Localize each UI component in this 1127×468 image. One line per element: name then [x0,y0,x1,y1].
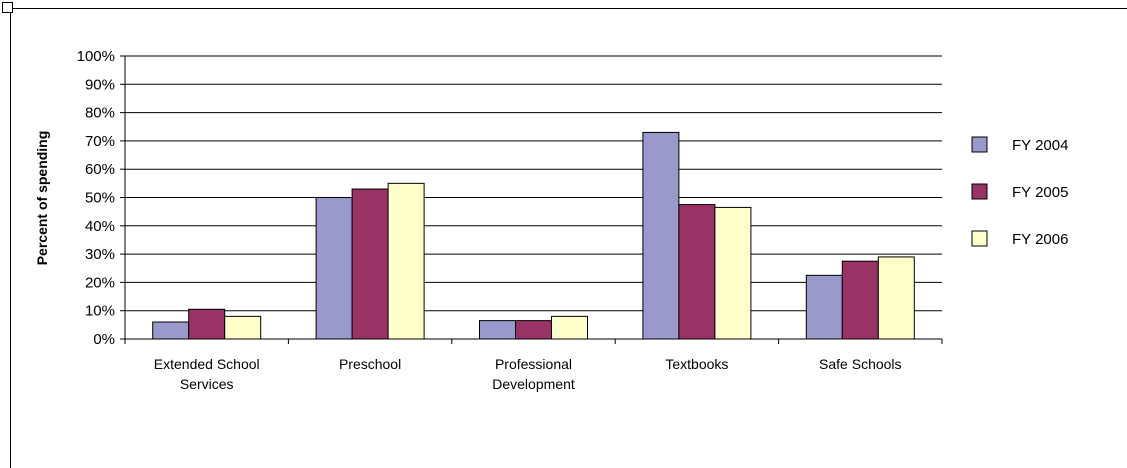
selection-handle-icon[interactable] [2,2,13,13]
bar [515,320,552,340]
legend-label: FY 2005 [1012,184,1068,201]
y-tick-label: 0% [93,331,115,348]
bar [714,206,752,340]
bar [841,260,879,340]
legend-swatch [971,136,988,153]
bar [351,188,389,340]
bar [678,204,716,340]
chart-frame [10,8,1127,468]
bar [152,321,190,340]
y-tick-label: 30% [85,246,115,263]
bar [387,182,425,340]
x-category-label: Textbooks [665,356,728,372]
y-tick-label: 10% [85,303,115,320]
bar-chart: 0% 10% 20% 30% 40% 50% 60% 70% 80% 90% 100% Extend… [34,48,1068,392]
y-tick-label: 100% [77,48,115,65]
bar [642,131,680,340]
bar [188,308,226,340]
bars [152,131,915,340]
y-tick-label: 90% [85,76,115,93]
legend-swatch [971,183,988,200]
legend-swatch [971,230,988,247]
y-tick-label: 50% [85,190,115,207]
axes [124,56,943,344]
legend-label: FY 2006 [1012,231,1068,248]
y-tick-label: 80% [85,105,115,122]
legend-label: FY 2004 [1012,137,1068,154]
legend: FY 2004 FY 2005 FY 2006 [971,136,1068,248]
y-tick-label: 60% [85,161,115,178]
x-axis-categories: Extended School Services Preschool Professi… [154,356,902,392]
bar [877,256,915,340]
x-category-label: Preschool [339,356,401,372]
bar [551,315,588,340]
x-category-label: Safe Schools [819,356,902,372]
bar [315,197,353,340]
gridlines [125,55,942,312]
x-category-label: Professional Development [492,356,575,392]
bar [224,315,262,340]
y-axis-label: Percent of spending [34,131,50,266]
x-category-label: Extended School Services [154,356,260,392]
y-tick-label: 70% [85,133,115,150]
bar [479,320,516,340]
y-tick-label: 40% [85,218,115,235]
bar [805,274,843,340]
y-axis-ticks: 0% 10% 20% 30% 40% 50% 60% 70% 80% 90% 100% [77,48,125,348]
y-tick-label: 20% [85,274,115,291]
